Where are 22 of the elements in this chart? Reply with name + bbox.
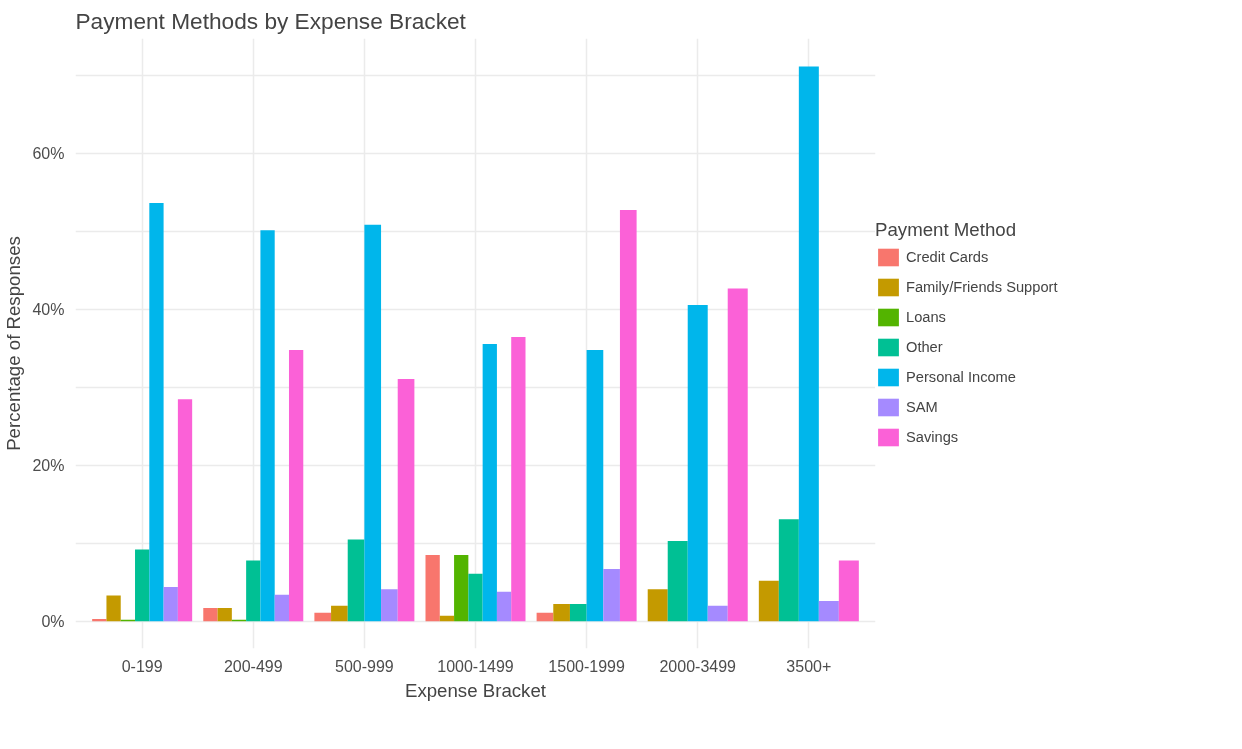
- legend-label: Savings: [906, 429, 959, 445]
- legend-label: Loans: [906, 309, 946, 325]
- y-tick-label: 20%: [32, 456, 65, 474]
- y-tick-label: 40%: [32, 301, 65, 319]
- y-axis-title: Percentage of Responses: [3, 236, 25, 451]
- x-tick-label: 500-999: [335, 657, 394, 675]
- x-tick-label: 2000-3499: [659, 657, 737, 675]
- legend-label: Personal Income: [906, 369, 1016, 385]
- x-tick-label: 200-499: [223, 657, 283, 675]
- chart-title: Payment Methods by Expense Bracket: [75, 7, 467, 34]
- x-axis-title: Expense Bracket: [404, 679, 547, 701]
- legend-label: Credit Cards: [906, 249, 989, 265]
- legend-label: Family/Friends Support: [906, 279, 1058, 295]
- x-tick-label: 1000-1499: [437, 657, 514, 675]
- x-tick-label: 1500-1999: [548, 657, 625, 675]
- legend-label: SAM: [906, 399, 938, 415]
- x-tick-label: 3500+: [786, 657, 832, 675]
- y-tick-label: 0%: [41, 612, 65, 630]
- y-tick-label: 60%: [32, 145, 65, 163]
- legend-label: Other: [906, 339, 943, 355]
- x-tick-label: 0-199: [121, 657, 163, 675]
- legend-title: Payment Method: [875, 219, 1018, 241]
